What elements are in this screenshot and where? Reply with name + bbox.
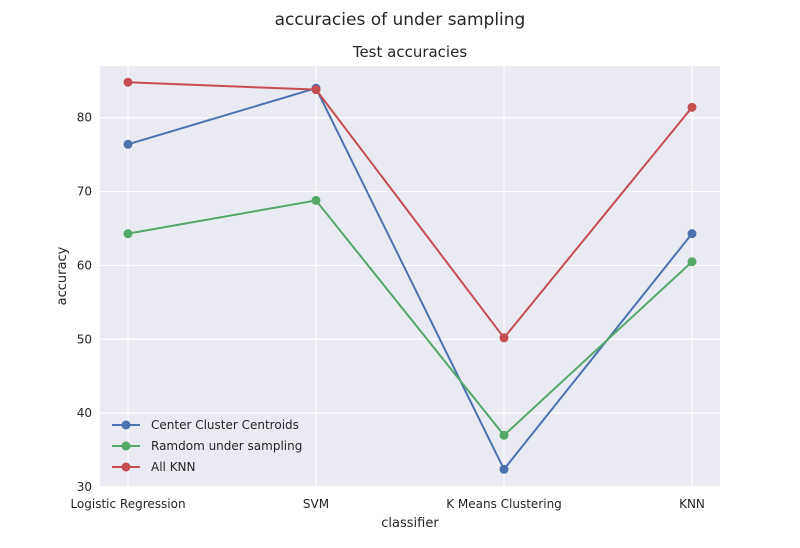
data-point [499, 333, 509, 343]
y-tick-label: 70 [77, 185, 92, 199]
x-tick-label: K Means Clustering [446, 497, 562, 511]
legend-marker [121, 441, 131, 451]
data-point [499, 464, 509, 474]
data-point [687, 229, 697, 239]
chart-title: Test accuracies [352, 43, 468, 61]
figure-suptitle: accuracies of under sampling [275, 10, 526, 30]
data-point [123, 139, 133, 149]
data-point [123, 77, 133, 87]
x-tick-label: KNN [679, 497, 705, 511]
legend-marker [121, 420, 131, 430]
x-tick-label: SVM [303, 497, 329, 511]
legend-label: All KNN [151, 460, 196, 474]
data-point [123, 229, 133, 239]
legend-marker [121, 462, 131, 472]
x-axis-label: classifier [381, 516, 439, 531]
y-tick-labels: 30 40 50 60 70 80 [77, 111, 92, 494]
series-1 [123, 195, 697, 440]
data-point [311, 85, 321, 95]
data-point [499, 430, 509, 440]
series-line [127, 81, 693, 340]
y-tick-label: 30 [77, 480, 92, 494]
y-tick-label: 60 [77, 258, 92, 272]
x-tick-label: Logistic Regression [70, 497, 185, 511]
y-tick-label: 80 [77, 111, 92, 125]
grid-lines [100, 66, 720, 488]
series-line [127, 199, 693, 437]
y-axis-label: accuracy [55, 246, 70, 305]
data-point [687, 257, 697, 267]
legend-label: Ramdom under sampling [151, 439, 302, 453]
x-tick-labels: Logistic Regression SVM K Means Clustering… [70, 497, 704, 511]
series-line [127, 86, 693, 472]
series-2 [123, 77, 697, 343]
data-point [687, 102, 697, 112]
legend-label: Center Cluster Centroids [151, 418, 299, 432]
y-tick-label: 40 [77, 406, 92, 420]
data-point [311, 195, 321, 205]
series-layer [123, 77, 697, 474]
legend: Center Cluster Centroids Ramdom under sam… [112, 418, 302, 474]
y-tick-label: 50 [77, 332, 92, 346]
